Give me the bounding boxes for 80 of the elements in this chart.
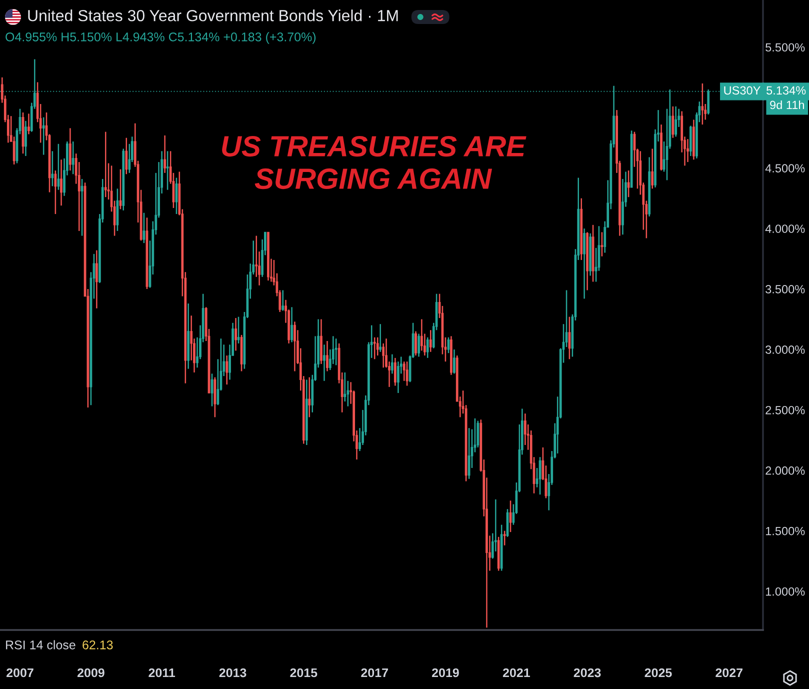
candlestick: [651, 148, 654, 190]
y-tick-label: 3.500%: [766, 285, 805, 294]
candlestick: [568, 316, 571, 360]
candlestick: [476, 420, 480, 448]
candlestick: [42, 116, 45, 156]
chart-title: United States 30 Year Government Bonds Yield · 1M: [28, 10, 398, 22]
candlestick: [308, 376, 311, 418]
candlestick: [468, 427, 470, 480]
candlestick: [68, 128, 72, 172]
y-tick-label: 2.500%: [766, 406, 805, 414]
candlestick: [57, 143, 60, 190]
candlestick: [125, 137, 128, 175]
candlestick: [600, 232, 604, 257]
candlestick: [234, 317, 237, 352]
y-tick-label: 4.500%: [765, 164, 805, 172]
y-tick-label: 3.000%: [766, 345, 805, 354]
candlestick: [583, 228, 586, 300]
candlestick: [397, 360, 400, 394]
candlestick: [686, 138, 689, 163]
candlestick: [503, 530, 506, 546]
text: O4.955% H5.150% L4.943% C5.134% +0.183 (+3.70%): [6, 32, 316, 44]
text: 9d 11h: [770, 100, 804, 110]
candlestick: [402, 360, 406, 382]
candlestick: [51, 150, 54, 187]
y-tick-label: 5.500%: [766, 43, 805, 52]
ref-line-label: 5.134%: [766, 86, 806, 95]
candlestick: [414, 330, 417, 356]
candlestick: [326, 340, 328, 372]
candlestick: [376, 336, 379, 356]
x-tick-label: 2025: [644, 668, 672, 678]
candlestick: [60, 158, 62, 206]
y-tick-label: 1.500%: [766, 526, 805, 536]
candlestick: [12, 136, 16, 166]
candlestick: [290, 306, 293, 343]
candlestick: [379, 323, 382, 353]
x-tick-label: 2021: [502, 668, 530, 678]
candlestick: [95, 250, 98, 309]
candlestick: [373, 336, 376, 360]
candlestick: [344, 372, 346, 402]
candlestick: [28, 113, 30, 135]
candlestick: [627, 170, 630, 198]
candlestick: [282, 290, 284, 312]
x-tick-label: 2007: [6, 668, 34, 678]
candlestick: [426, 336, 429, 359]
candlestick: [54, 170, 57, 215]
candlestick: [294, 321, 296, 372]
x-tick-label: 2009: [77, 668, 104, 678]
x-tick-label: 2013: [219, 668, 246, 678]
candlestick: [429, 329, 432, 353]
annotation: US TREASURIES ARE SURGING AGAIN: [222, 136, 526, 190]
candlestick: [104, 131, 107, 198]
candlestick: [390, 354, 394, 374]
x-tick-label: 2015: [290, 668, 318, 678]
x-tick-label: 2017: [361, 668, 388, 678]
candlestick: [420, 318, 423, 352]
candlestick: [166, 150, 169, 190]
candlestick: [24, 120, 27, 157]
x-tick-label: 2019: [432, 668, 459, 678]
text: RSI 14 close: [6, 640, 76, 650]
candlestick: [72, 140, 74, 175]
x-tick-label: 2011: [148, 668, 176, 678]
candlestick: [334, 338, 338, 366]
candlestick: [418, 333, 420, 358]
candlestick: [164, 134, 166, 174]
candlestick: [323, 344, 326, 382]
candlestick: [672, 106, 674, 138]
annotation: US30Y: [724, 86, 760, 95]
candlestick: [453, 348, 456, 374]
candlestick: [382, 342, 385, 368]
x-tick-label: 2023: [574, 668, 601, 678]
y-tick-label: 1.000%: [766, 587, 805, 596]
candlestick: [674, 106, 678, 138]
y-tick-label: 2.000%: [766, 466, 805, 475]
candlestick: [701, 82, 704, 126]
text: 62.13: [82, 640, 113, 650]
candlestick: [524, 412, 526, 446]
y-tick-label: 4.000%: [765, 224, 805, 233]
x-tick-label: 2027: [716, 668, 742, 678]
candlestick: [226, 354, 228, 386]
candlestick: [394, 357, 396, 386]
